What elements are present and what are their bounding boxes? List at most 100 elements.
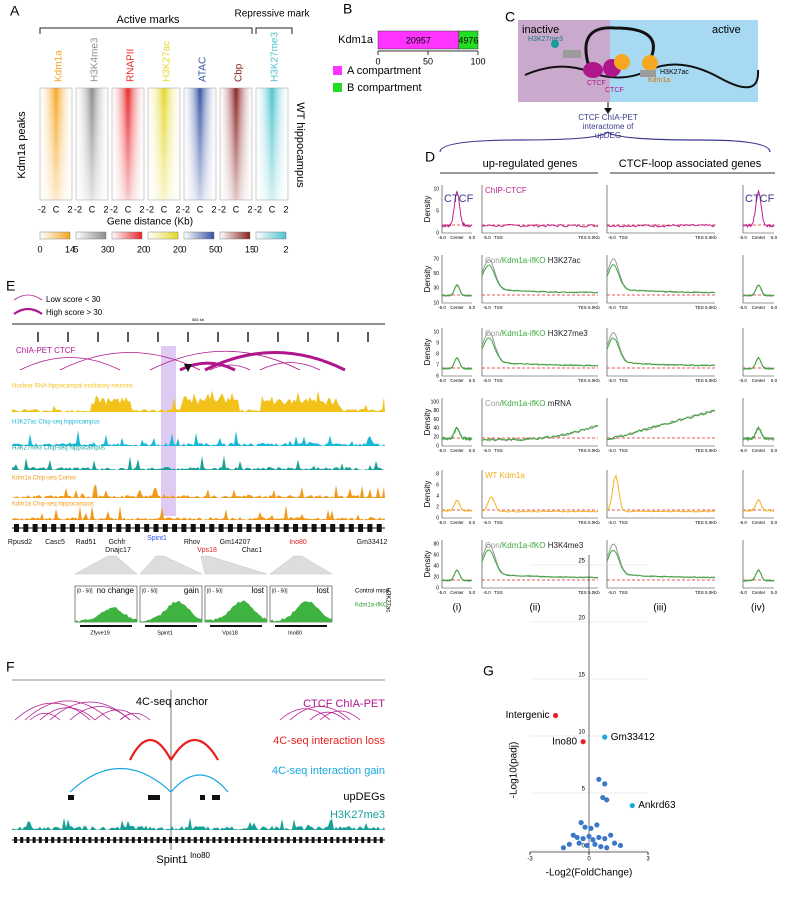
scale-label: 583 kb (192, 317, 205, 322)
heatmap-border (147, 87, 181, 201)
exon (243, 837, 247, 843)
point (596, 834, 602, 841)
point (604, 845, 610, 851)
point (592, 841, 598, 847)
colorbar-label: 0 (181, 244, 186, 254)
x-tick-label: 5.0Kb (705, 520, 717, 525)
signal-track (12, 430, 385, 446)
x-tick-label: -5.0 (608, 235, 616, 240)
row-title-ko: /Kdm1a-ifKO (500, 256, 546, 265)
x-tick-label: -5.0 (438, 520, 446, 525)
exon (190, 524, 196, 532)
heatmap-fade (184, 88, 216, 200)
exon (209, 524, 215, 532)
zoom-link (74, 555, 138, 575)
row-title-mark: H3K27ac (548, 256, 581, 265)
column-label: ATAC (198, 57, 209, 82)
x-tick-label: TES (578, 305, 587, 310)
gene-label: Dnajc17 (105, 547, 131, 554)
heatmap-border (111, 87, 145, 201)
column-label: (i) (453, 603, 462, 614)
row-title-mark: H3K4me3 (548, 541, 584, 550)
x-tick-label: -5.0 (483, 590, 491, 595)
y-tick-label: 25 (578, 559, 585, 565)
zoom-range: [0 - 50] (142, 588, 158, 594)
loop-arc (204, 351, 346, 372)
x-tick-label: -5.0 (608, 305, 616, 310)
exon (324, 837, 327, 843)
exon (63, 837, 67, 843)
exon (169, 837, 172, 843)
zoom-signal (205, 600, 267, 622)
exon (97, 524, 103, 532)
zoom-range: [0 - 50] (272, 588, 288, 594)
zoom-gene-label: Zfyve19 (90, 630, 110, 636)
point (604, 797, 610, 803)
axes (742, 185, 774, 234)
exon (175, 837, 179, 843)
x-tick-label: 3 (646, 857, 650, 863)
panel-letter: F (6, 659, 15, 675)
exon (32, 524, 38, 532)
y-tick-label: 6 (436, 482, 439, 488)
chia-arc (94, 709, 141, 721)
label: upDEGs (343, 791, 385, 803)
x-tick-label: Center (450, 448, 464, 453)
axis-label: Density (423, 481, 432, 508)
axes (742, 398, 774, 447)
exon (330, 524, 336, 532)
x-tick-label: TSS (619, 378, 628, 383)
profile (441, 426, 473, 442)
profile (742, 284, 775, 297)
exon (131, 837, 135, 843)
mark-dot (551, 40, 559, 48)
side-title: CTCF (745, 193, 775, 205)
exon (237, 837, 241, 843)
y-tick-label: 7 (436, 362, 439, 368)
label: 4C-seq anchor (136, 696, 208, 708)
x-tick-label: Center (752, 235, 766, 240)
exon (348, 524, 354, 532)
colorbar-label: 0 (37, 244, 42, 254)
nucleosome (640, 70, 656, 77)
caption: interactome of (583, 122, 634, 131)
x-tick-label: TSS (619, 590, 628, 595)
exon (88, 837, 92, 843)
y-tick-label: 4 (436, 493, 439, 499)
deg-block (68, 795, 74, 800)
exon (320, 524, 326, 532)
column-label: (iii) (653, 603, 666, 614)
point (580, 836, 586, 842)
axes (606, 328, 715, 377)
label: 4C-seq interaction gain (272, 765, 385, 777)
axes (742, 470, 774, 519)
exon (231, 837, 234, 843)
zoom-range: [0 - 50] (207, 588, 223, 594)
profile (606, 332, 716, 367)
x-tick-label: 5.0Kb (588, 520, 600, 525)
x-tick-label: 5.0 (771, 235, 778, 240)
colorbar-label: 20 (173, 244, 183, 254)
axes (441, 185, 472, 234)
y-tick-label: 0 (582, 844, 586, 850)
gene-label: Casc5 (45, 539, 65, 546)
point (580, 739, 586, 745)
colorbar-label: 0 (217, 244, 222, 254)
exon (237, 524, 243, 532)
exon (150, 837, 154, 843)
exon (51, 837, 55, 843)
profile (481, 425, 599, 442)
track-label: ChIA-PET CTCF (16, 346, 76, 355)
heatmap-border (219, 87, 253, 201)
x-tick-label: 5.0 (469, 520, 476, 525)
colorbar-label: 14 (65, 244, 75, 254)
x-tick-label: 5.0Kb (588, 305, 600, 310)
colorbar-label: 0 (145, 244, 150, 254)
point (586, 833, 592, 839)
exon (379, 837, 383, 843)
exon (373, 837, 377, 843)
profile (481, 264, 599, 294)
side-label: H3K27ac (384, 588, 390, 613)
label: inactive (522, 24, 559, 36)
